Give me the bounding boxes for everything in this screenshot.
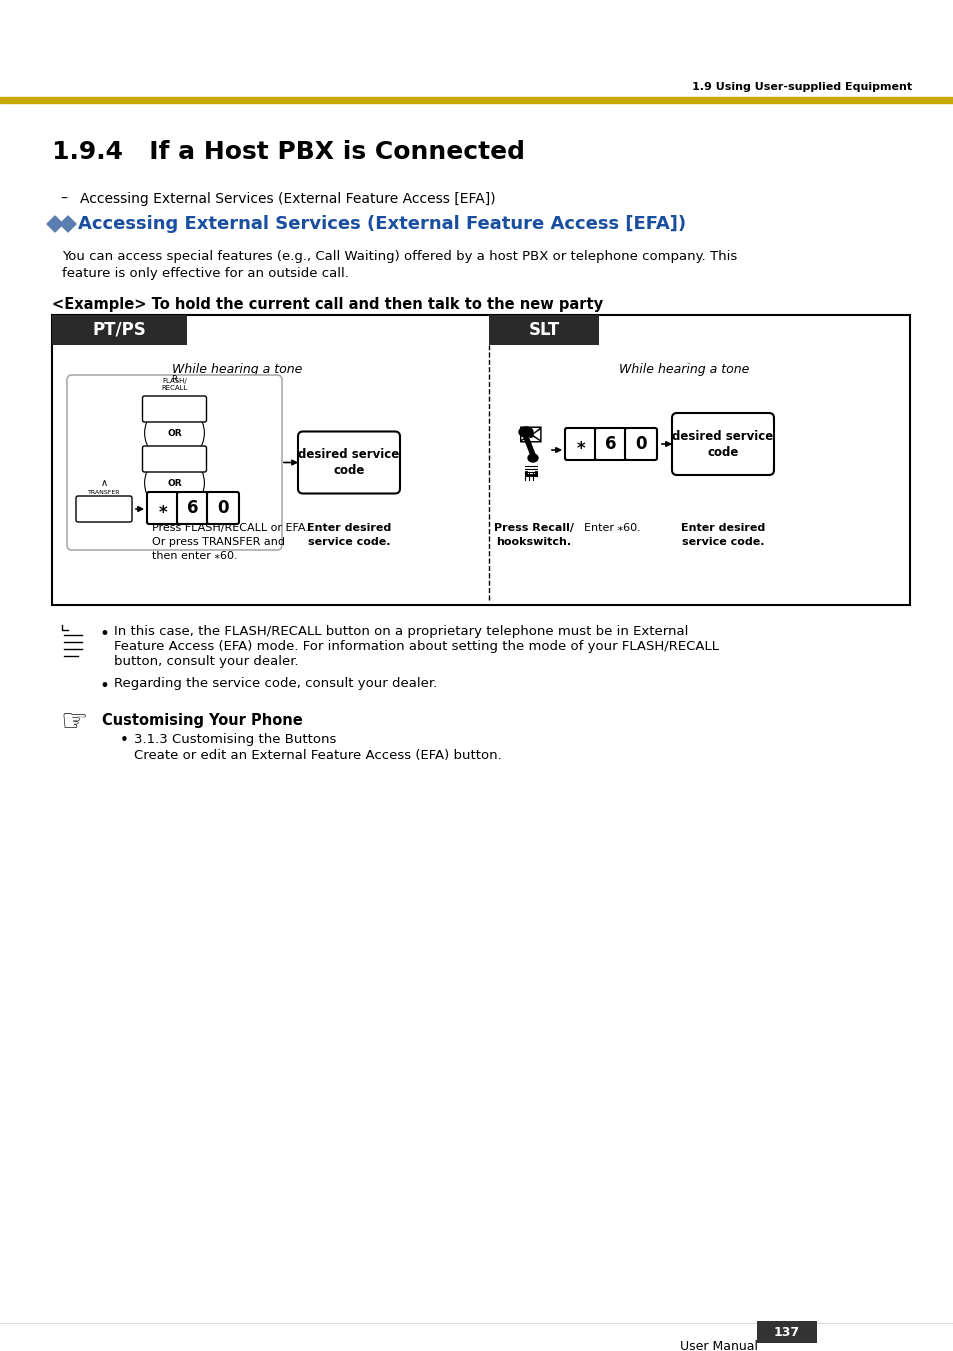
Polygon shape xyxy=(47,216,63,232)
Text: Enter desired: Enter desired xyxy=(307,523,391,534)
Text: Customising Your Phone: Customising Your Phone xyxy=(102,713,302,728)
Ellipse shape xyxy=(518,427,533,436)
FancyBboxPatch shape xyxy=(564,428,597,459)
Text: R: R xyxy=(172,376,177,384)
FancyBboxPatch shape xyxy=(207,492,239,524)
FancyBboxPatch shape xyxy=(142,446,206,471)
Text: While hearing a tone: While hearing a tone xyxy=(618,363,749,376)
Text: Enter ⁎60.: Enter ⁎60. xyxy=(583,523,639,534)
Text: Enter desired: Enter desired xyxy=(680,523,764,534)
Text: 0: 0 xyxy=(217,499,229,517)
Text: TRANSFER: TRANSFER xyxy=(88,490,120,494)
Text: 0: 0 xyxy=(635,435,646,453)
Bar xyxy=(0,97,953,103)
Text: code: code xyxy=(333,463,364,477)
Text: <Example> To hold the current call and then talk to the new party: <Example> To hold the current call and t… xyxy=(52,297,602,312)
Text: Press Recall/: Press Recall/ xyxy=(494,523,574,534)
Text: service code.: service code. xyxy=(308,536,390,547)
Text: code: code xyxy=(706,446,738,458)
Text: –: – xyxy=(60,192,67,205)
Text: PT/PS: PT/PS xyxy=(92,322,146,339)
Text: While hearing a tone: While hearing a tone xyxy=(172,363,302,376)
Text: hookswitch.: hookswitch. xyxy=(496,536,571,547)
Text: FLASH/
RECALL: FLASH/ RECALL xyxy=(161,378,188,390)
Ellipse shape xyxy=(527,454,537,462)
Text: Feature Access (EFA) mode. For information about setting the mode of your FLASH/: Feature Access (EFA) mode. For informati… xyxy=(113,640,719,653)
Text: service code.: service code. xyxy=(681,536,763,547)
Text: ⁎: ⁎ xyxy=(576,435,585,453)
Text: OR: OR xyxy=(167,428,182,438)
Text: SLT: SLT xyxy=(528,322,559,339)
FancyBboxPatch shape xyxy=(671,413,773,476)
Bar xyxy=(52,315,909,605)
Text: 6: 6 xyxy=(187,499,198,517)
Text: (EFA): (EFA) xyxy=(163,463,186,471)
Text: ∧: ∧ xyxy=(100,478,108,488)
Bar xyxy=(52,315,187,345)
FancyBboxPatch shape xyxy=(624,428,657,459)
Text: Accessing External Services (External Feature Access [EFA]): Accessing External Services (External Fe… xyxy=(80,192,496,205)
Text: User Manual: User Manual xyxy=(679,1340,758,1351)
FancyBboxPatch shape xyxy=(67,376,282,550)
FancyBboxPatch shape xyxy=(595,428,626,459)
Text: then enter ⁎60.: then enter ⁎60. xyxy=(152,551,237,561)
Text: ☞: ☞ xyxy=(60,708,88,738)
Text: ⁎: ⁎ xyxy=(158,499,167,517)
Text: desired service: desired service xyxy=(672,430,773,443)
Text: •: • xyxy=(100,677,110,694)
FancyBboxPatch shape xyxy=(297,431,399,493)
FancyBboxPatch shape xyxy=(177,492,209,524)
Text: Regarding the service code, consult your dealer.: Regarding the service code, consult your… xyxy=(113,677,436,690)
Bar xyxy=(757,1321,816,1343)
Text: button, consult your dealer.: button, consult your dealer. xyxy=(113,655,298,667)
Text: You can access special features (e.g., Call Waiting) offered by a host PBX or te: You can access special features (e.g., C… xyxy=(62,250,737,263)
Text: 137: 137 xyxy=(773,1325,800,1339)
Text: Accessing External Services (External Feature Access [EFA]): Accessing External Services (External Fe… xyxy=(78,215,685,232)
Polygon shape xyxy=(60,216,76,232)
Text: OR: OR xyxy=(167,478,182,488)
Text: •: • xyxy=(120,734,129,748)
Text: 1.9.4   If a Host PBX is Connected: 1.9.4 If a Host PBX is Connected xyxy=(52,141,524,163)
Text: 6: 6 xyxy=(604,435,616,453)
Text: In this case, the FLASH/RECALL button on a proprietary telephone must be in Exte: In this case, the FLASH/RECALL button on… xyxy=(113,626,688,638)
Text: Or press TRANSFER and: Or press TRANSFER and xyxy=(152,536,285,547)
Text: •: • xyxy=(100,626,110,643)
Text: Create or edit an External Feature Access (EFA) button.: Create or edit an External Feature Acces… xyxy=(133,748,501,762)
FancyBboxPatch shape xyxy=(147,492,179,524)
Text: 3.1.3 Customising the Buttons: 3.1.3 Customising the Buttons xyxy=(133,734,336,746)
FancyBboxPatch shape xyxy=(142,396,206,422)
Bar xyxy=(489,315,598,345)
Text: 1.9 Using User-supplied Equipment: 1.9 Using User-supplied Equipment xyxy=(691,82,911,92)
Text: Press FLASH/RECALL or EFA.: Press FLASH/RECALL or EFA. xyxy=(152,523,309,534)
Text: desired service: desired service xyxy=(298,449,399,461)
FancyBboxPatch shape xyxy=(76,496,132,521)
Text: feature is only effective for an outside call.: feature is only effective for an outside… xyxy=(62,267,349,280)
Text: ✉: ✉ xyxy=(517,423,543,453)
